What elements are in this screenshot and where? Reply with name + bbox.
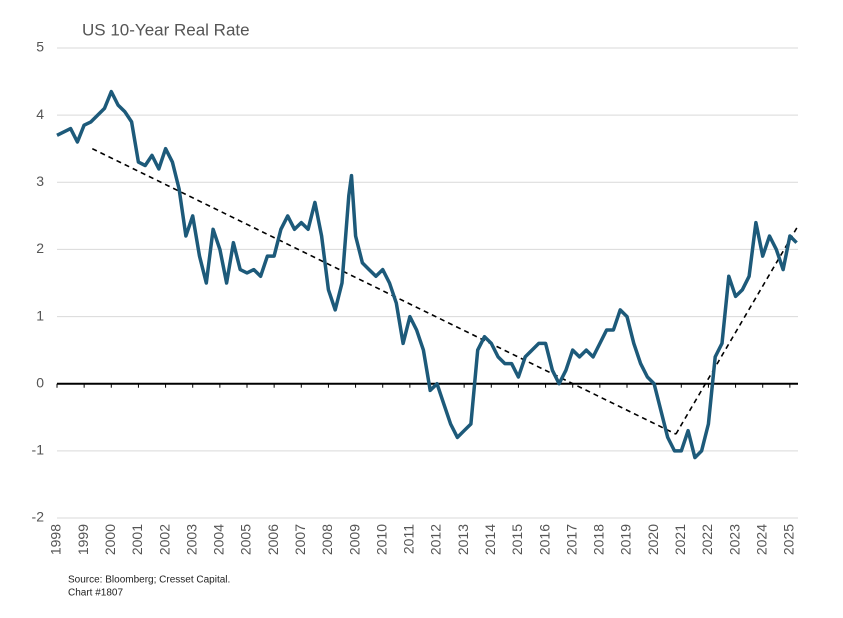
x-tick-label: 2007 — [292, 524, 308, 555]
x-tick-label: 2003 — [183, 524, 199, 555]
y-tick-label: -1 — [32, 442, 45, 458]
x-tick-label: 2005 — [238, 524, 254, 555]
x-tick-label: 2011 — [401, 524, 417, 554]
chart-title: US 10-Year Real Rate — [82, 20, 250, 39]
x-tick-label: 2021 — [672, 524, 688, 555]
note: Chart #1807 — [68, 588, 123, 599]
y-tick-label: 1 — [36, 307, 44, 323]
y-tick-label: -2 — [32, 509, 45, 525]
x-tick-label: 2004 — [211, 524, 227, 555]
source: Source: Bloomberg; Cresset Capital. — [68, 575, 230, 586]
y-tick-label: 4 — [36, 106, 44, 122]
x-tick-label: 2015 — [509, 524, 525, 555]
x-tick-label: 2014 — [482, 524, 498, 555]
x-tick-label: 2022 — [699, 524, 715, 555]
x-tick-label: 2024 — [753, 524, 769, 555]
x-tick-label: 2009 — [346, 524, 362, 555]
x-tick-label: 1998 — [48, 524, 64, 555]
x-tick-label: 2012 — [428, 524, 444, 555]
x-tick-label: 2008 — [319, 524, 335, 555]
x-tick-label: 2018 — [591, 524, 607, 555]
x-tick-label: 2019 — [618, 524, 634, 555]
y-tick-label: 0 — [36, 374, 44, 390]
x-tick-label: 2017 — [563, 524, 579, 555]
x-tick-label: 2001 — [129, 524, 145, 555]
data-line — [56, 89, 798, 460]
trend-line — [91, 147, 677, 435]
x-tick-label: 2023 — [726, 524, 742, 555]
y-tick-label: 5 — [36, 39, 44, 55]
x-tick-label: 2016 — [536, 524, 552, 555]
y-tick-label: 3 — [36, 173, 44, 189]
y-tick-label: 2 — [36, 240, 44, 256]
x-tick-label: 2025 — [781, 524, 797, 555]
x-tick-label: 1999 — [75, 524, 91, 555]
x-tick-label: 2013 — [455, 524, 471, 555]
x-tick-label: 2002 — [156, 524, 172, 555]
x-tick-label: 2006 — [265, 524, 281, 555]
x-tick-label: 2000 — [102, 524, 118, 555]
trend-line — [675, 225, 799, 435]
x-tick-label: 2020 — [645, 524, 661, 555]
x-tick-label: 2010 — [373, 524, 389, 555]
